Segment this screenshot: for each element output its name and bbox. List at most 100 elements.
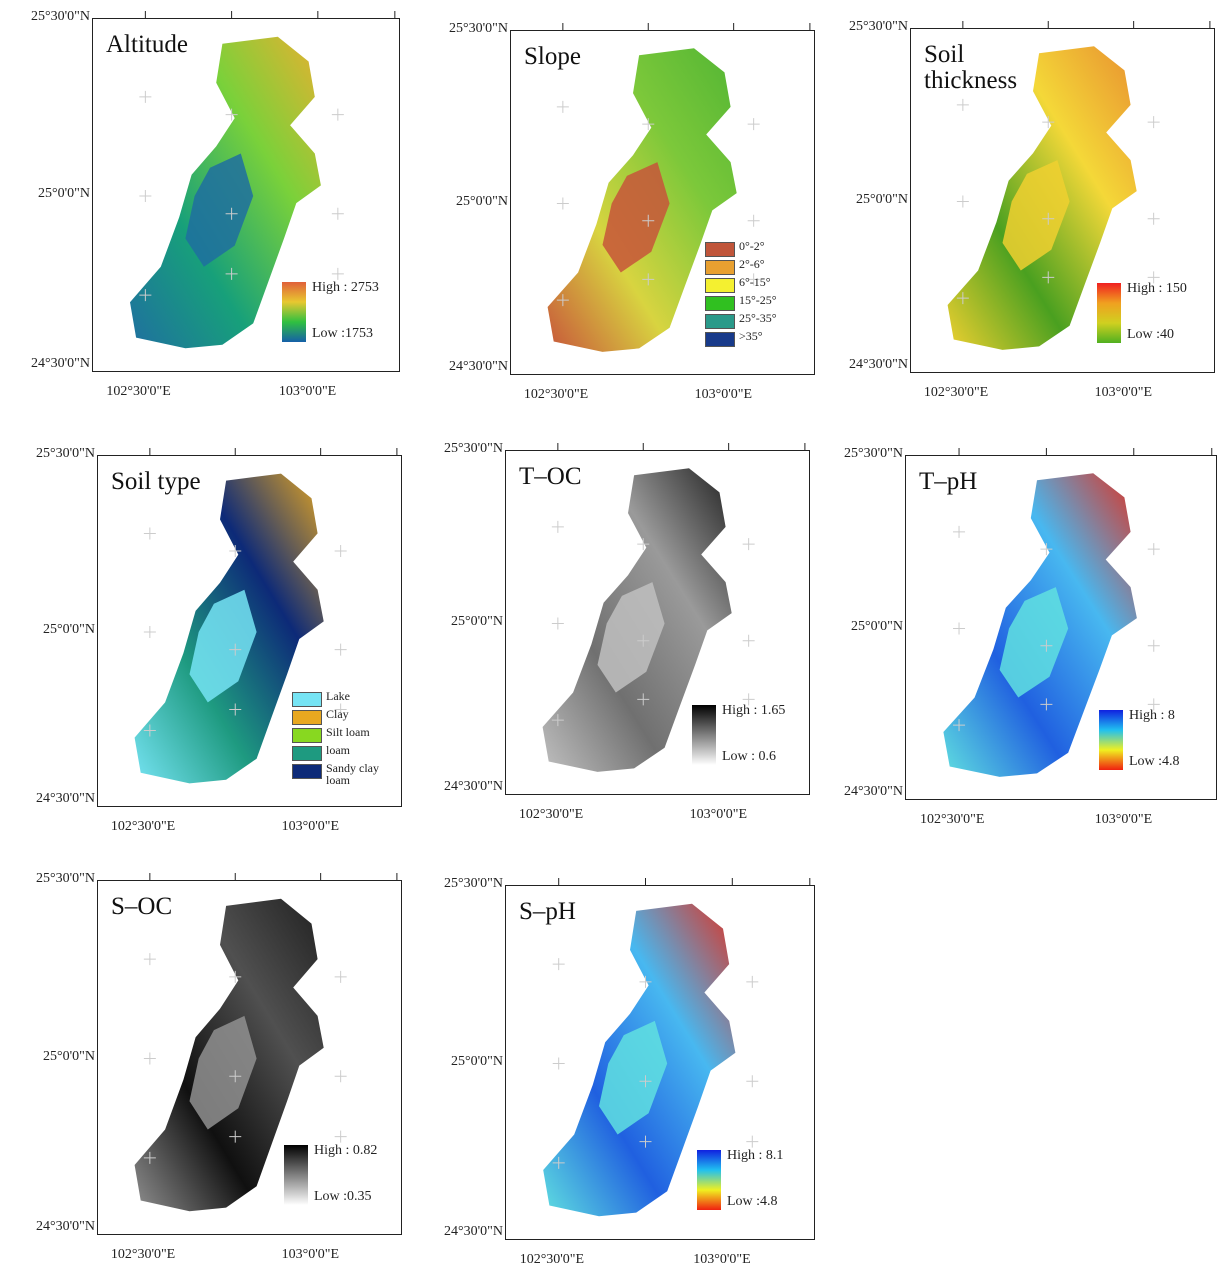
grid-cross xyxy=(1147,698,1160,711)
lon-label: 103°0'0"E xyxy=(693,1252,751,1267)
lake-area xyxy=(189,589,257,703)
lat-label: 25°0'0"N xyxy=(451,613,503,629)
grid-cross xyxy=(742,693,755,706)
grid-cross xyxy=(229,545,242,558)
legend-high: High : 150 xyxy=(1127,281,1187,296)
panel-title: Slope xyxy=(524,43,581,70)
lon-label: 102°30'0"E xyxy=(518,807,584,822)
legend-swatch xyxy=(292,710,322,725)
map xyxy=(542,443,806,772)
grid-cross xyxy=(1147,212,1160,225)
grid-cross xyxy=(334,1070,347,1083)
legend-label: >35° xyxy=(739,329,763,343)
grid-cross xyxy=(143,953,156,966)
grid-cross xyxy=(225,108,238,121)
lake-area xyxy=(185,153,254,267)
lat-label: 24°30'0"N xyxy=(444,779,503,795)
grid-cross xyxy=(1147,639,1160,652)
grid-cross xyxy=(229,1130,242,1143)
grid-cross xyxy=(331,267,344,280)
legend-ramp xyxy=(1097,283,1121,343)
grid-cross xyxy=(742,538,755,551)
lat-label: 24°30'0"N xyxy=(844,784,903,800)
grid-cross xyxy=(746,1075,759,1088)
lat-label: 25°30'0"N xyxy=(36,446,95,461)
lake-area xyxy=(599,1020,668,1135)
grid-cross xyxy=(334,545,347,558)
grid-cross xyxy=(637,538,650,551)
legend-label: Lake xyxy=(326,689,350,703)
grid-cross xyxy=(1040,543,1053,556)
grid-cross xyxy=(334,970,347,983)
grid-cross xyxy=(639,1135,652,1148)
map xyxy=(943,448,1213,777)
legend-ramp xyxy=(282,282,306,342)
legend-label: Clay xyxy=(326,707,349,721)
grid-cross xyxy=(229,1070,242,1083)
map-frame xyxy=(910,21,1215,373)
legend-ramp xyxy=(697,1150,721,1210)
lat-label: 25°0'0"N xyxy=(851,618,903,634)
grid-cross xyxy=(552,1057,565,1070)
grid-cross xyxy=(551,617,564,630)
map xyxy=(547,23,811,352)
legend-label: 2°-6° xyxy=(739,257,765,271)
lat-label: 25°0'0"N xyxy=(38,186,90,201)
lat-label: 25°0'0"N xyxy=(43,1048,95,1064)
legend-low: Low :4.8 xyxy=(727,1194,778,1209)
map-frame xyxy=(97,448,402,807)
lon-label: 103°0'0"E xyxy=(278,384,337,399)
panel-title: S–OC xyxy=(111,893,173,920)
lake-area xyxy=(1002,160,1070,271)
lat-label: 24°30'0"N xyxy=(449,359,508,375)
grid-cross xyxy=(953,719,966,732)
grid-cross xyxy=(637,693,650,706)
grid-cross xyxy=(1040,639,1053,652)
grid-cross xyxy=(953,525,966,538)
lake-area xyxy=(189,1015,257,1130)
grid-cross xyxy=(1042,116,1055,129)
legend-label: Silt loam xyxy=(326,725,370,739)
grid-cross xyxy=(639,1075,652,1088)
grid-cross xyxy=(556,100,569,113)
legend-label: 25°-35° xyxy=(739,311,777,325)
grid-cross xyxy=(331,207,344,220)
legend-high: High : 2753 xyxy=(312,280,379,295)
legend-swatch xyxy=(705,278,735,293)
grid-cross xyxy=(746,1135,759,1148)
grid-cross xyxy=(139,90,152,103)
lon-label: 103°0'0"E xyxy=(689,807,748,822)
grid-cross xyxy=(229,970,242,983)
grid-cross xyxy=(642,118,655,131)
lon-label: 103°0'0"E xyxy=(694,387,753,402)
map-frame xyxy=(905,448,1217,800)
grid-cross xyxy=(143,1151,156,1164)
panel-title: Soil thickness xyxy=(924,41,1018,95)
panel-title: T–pH xyxy=(919,468,978,495)
map xyxy=(134,873,398,1212)
legend-low: Low :0.35 xyxy=(314,1189,372,1204)
grid-cross xyxy=(552,958,565,971)
lat-label: 25°30'0"N xyxy=(36,871,95,886)
lat-label: 25°30'0"N xyxy=(844,446,903,461)
lat-label: 25°0'0"N xyxy=(856,191,908,207)
legend-ramp xyxy=(1099,710,1123,770)
grid-cross xyxy=(1147,271,1160,284)
panel-title: Soil type xyxy=(111,468,201,495)
legend-label: 6°-15° xyxy=(739,275,771,289)
lon-label: 102°30'0"E xyxy=(110,819,176,834)
grid-cross xyxy=(642,273,655,286)
legend-low: Low :1753 xyxy=(312,326,374,341)
legend-swatch xyxy=(705,332,735,347)
grid-cross xyxy=(229,703,242,716)
legend-swatch xyxy=(292,692,322,707)
grid-cross xyxy=(551,520,564,533)
grid-cross xyxy=(556,294,569,307)
grid-cross xyxy=(642,214,655,227)
map-frame xyxy=(505,443,810,795)
lat-label: 24°30'0"N xyxy=(36,1218,95,1234)
lon-label: 102°30'0"E xyxy=(920,812,985,827)
legend-ramp xyxy=(692,705,716,765)
map xyxy=(947,21,1211,350)
